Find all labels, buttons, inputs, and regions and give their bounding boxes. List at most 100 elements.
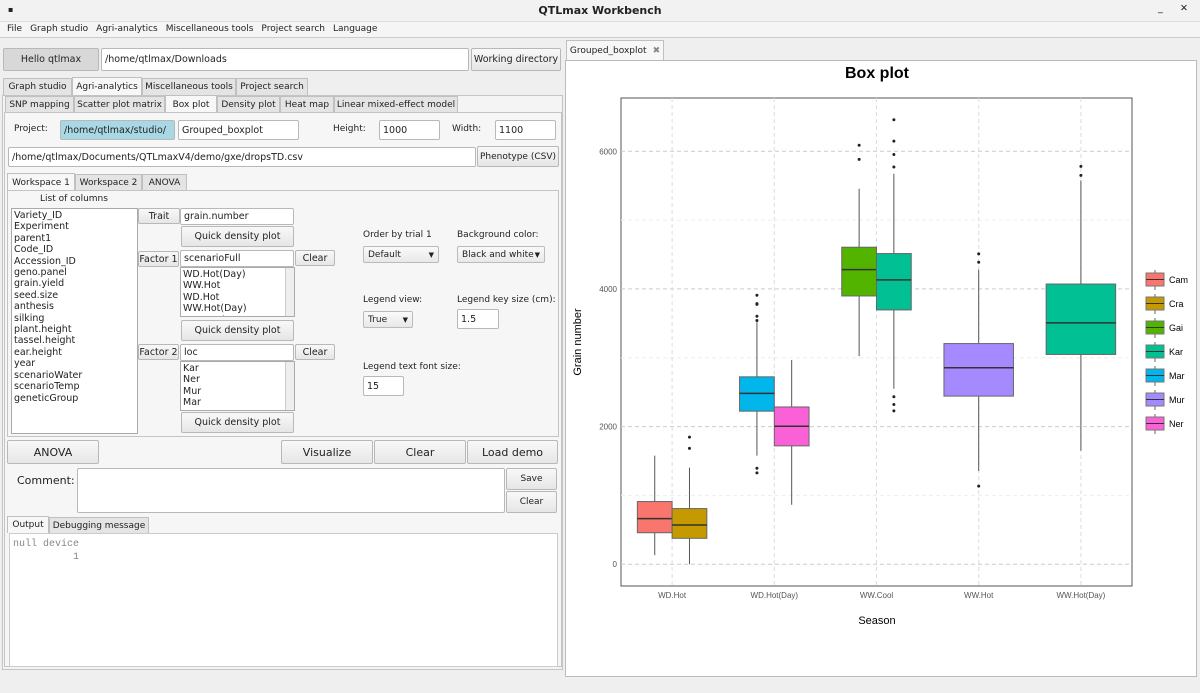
list-item[interactable]: grain.yield bbox=[14, 278, 65, 290]
title-bar: ▪ QTLmax Workbench _ ✕ bbox=[0, 0, 1200, 22]
menu-graph-studio[interactable]: Graph studio bbox=[30, 24, 89, 34]
hello-button[interactable]: Hello qtlmax bbox=[3, 48, 99, 71]
close-icon[interactable]: ✕ bbox=[1180, 3, 1188, 14]
menu-misc-tools[interactable]: Miscellaneous tools bbox=[165, 24, 254, 34]
list-item[interactable]: Ner bbox=[183, 374, 200, 386]
list-item[interactable]: year bbox=[14, 358, 36, 370]
menu-agri-analytics[interactable]: Agri-analytics bbox=[96, 24, 158, 34]
tab-heat-map[interactable]: Heat map bbox=[280, 96, 334, 113]
load-demo-button[interactable]: Load demo bbox=[467, 440, 558, 464]
font-size-field[interactable]: 15 bbox=[363, 376, 404, 396]
tab-density-plot[interactable]: Density plot bbox=[217, 96, 280, 113]
tab-grouped-boxplot[interactable]: Grouped_boxplot ✖ bbox=[566, 40, 664, 61]
bg-color-value: Black and white bbox=[462, 249, 534, 260]
bg-color-label: Background color: bbox=[457, 230, 539, 240]
y-axis-label: Grain number bbox=[572, 308, 584, 376]
scrollbar[interactable] bbox=[285, 362, 294, 410]
menu-file[interactable]: File bbox=[7, 24, 23, 34]
trait-quick-density-button[interactable]: Quick density plot bbox=[181, 226, 294, 247]
list-item[interactable]: Accession_ID bbox=[14, 255, 76, 267]
minimize-icon[interactable]: _ bbox=[1158, 3, 1163, 14]
clear-button[interactable]: Clear bbox=[374, 440, 466, 464]
factor1-clear-button[interactable]: Clear bbox=[295, 250, 335, 266]
list-item[interactable]: Mar bbox=[183, 397, 201, 409]
tab-agri-analytics[interactable]: Agri-analytics bbox=[72, 77, 142, 95]
outlier-point bbox=[755, 293, 759, 297]
tab-output[interactable]: Output bbox=[7, 516, 49, 533]
window-menu-icon[interactable]: ▪ bbox=[8, 5, 14, 14]
list-item[interactable]: geneticGroup bbox=[14, 392, 79, 404]
list-item[interactable]: seed.size bbox=[14, 289, 59, 301]
scrollbar[interactable] bbox=[285, 268, 294, 316]
factor1-button[interactable]: Factor 1 bbox=[138, 251, 179, 267]
comment-textarea[interactable] bbox=[77, 468, 505, 513]
list-item[interactable]: WD.Hot bbox=[183, 291, 220, 303]
comment-clear-button[interactable]: Clear bbox=[506, 491, 557, 513]
project-name-field[interactable]: Grouped_boxplot bbox=[178, 120, 299, 140]
tab-project-search[interactable]: Project search bbox=[236, 78, 308, 95]
order-dropdown[interactable]: Default ▼ bbox=[363, 246, 439, 263]
menu-project-search[interactable]: Project search bbox=[261, 24, 325, 34]
list-item[interactable]: Kar bbox=[183, 363, 199, 374]
factor1-levels-list[interactable]: WD.Hot(Day)WW.HotWD.HotWW.Hot(Day)WW.Coo… bbox=[180, 267, 295, 317]
download-path-field[interactable]: /home/qtlmax/Downloads bbox=[101, 48, 469, 71]
list-item[interactable]: WD.Hot(Day) bbox=[183, 269, 246, 280]
factor2-levels-list[interactable]: Kar Ner Mur Mar bbox=[180, 361, 295, 411]
factor1-quick-density-button[interactable]: Quick density plot bbox=[181, 320, 294, 341]
tab-misc-tools[interactable]: Miscellaneous tools bbox=[142, 78, 236, 95]
comment-save-button[interactable]: Save bbox=[506, 468, 557, 490]
list-item[interactable]: scenarioWater bbox=[14, 369, 83, 381]
bg-color-dropdown[interactable]: Black and white ▼ bbox=[457, 246, 545, 263]
csv-path-field[interactable]: /home/qtlmax/Documents/QTLmaxV4/demo/gxe… bbox=[8, 147, 476, 167]
output-console[interactable]: null device 1 bbox=[9, 533, 558, 667]
list-item[interactable]: geno.panel bbox=[14, 267, 67, 279]
list-item[interactable]: WW.Hot bbox=[183, 280, 221, 292]
outlier-point bbox=[687, 446, 691, 450]
list-item[interactable]: silking bbox=[14, 312, 45, 324]
list-item[interactable]: anthesis bbox=[14, 301, 54, 313]
legend-view-dropdown[interactable]: True ▼ bbox=[363, 311, 413, 328]
list-item[interactable]: plant.height bbox=[14, 324, 72, 336]
list-item[interactable]: Code_ID bbox=[14, 244, 54, 256]
list-item[interactable]: scenarioTemp bbox=[14, 381, 80, 393]
trait-button[interactable]: Trait bbox=[138, 208, 180, 224]
list-item[interactable]: ear.height bbox=[14, 346, 63, 358]
factor1-field[interactable]: scenarioFull bbox=[180, 250, 294, 267]
list-item[interactable]: Variety_ID bbox=[14, 210, 63, 221]
tab-snp-mapping[interactable]: SNP mapping bbox=[5, 96, 74, 113]
window-title: QTLmax Workbench bbox=[538, 4, 662, 17]
list-item[interactable]: Mur bbox=[183, 385, 202, 397]
project-dir-field[interactable]: /home/qtlmax/studio/ bbox=[60, 120, 175, 140]
tab-debugging-message[interactable]: Debugging message bbox=[49, 517, 149, 533]
factor2-quick-density-button[interactable]: Quick density plot bbox=[181, 412, 294, 433]
tab-anova[interactable]: ANOVA bbox=[142, 174, 187, 191]
visualize-button[interactable]: Visualize bbox=[281, 440, 373, 464]
tab-scatter-plot-matrix[interactable]: Scatter plot matrix bbox=[74, 96, 165, 113]
tab-graph-studio[interactable]: Graph studio bbox=[3, 78, 72, 95]
list-item[interactable]: WW.Cool bbox=[183, 315, 292, 316]
factor2-button[interactable]: Factor 2 bbox=[138, 344, 179, 360]
menu-language[interactable]: Language bbox=[332, 24, 378, 34]
anova-button[interactable]: ANOVA bbox=[7, 440, 99, 464]
factor2-field[interactable]: loc bbox=[180, 344, 294, 361]
list-item[interactable]: parent1 bbox=[14, 232, 52, 244]
tab-workspace-1[interactable]: Workspace 1 bbox=[7, 173, 75, 191]
legend-label: Cam bbox=[1169, 275, 1188, 285]
legend-label: Kar bbox=[1169, 347, 1183, 357]
list-item[interactable]: Experiment bbox=[14, 221, 69, 233]
tab-box-plot[interactable]: Box plot bbox=[165, 95, 217, 113]
height-field[interactable]: 1000 bbox=[379, 120, 440, 140]
list-item[interactable]: WW.Hot(Day) bbox=[183, 303, 247, 315]
tab-linear-mixed-model[interactable]: Linear mixed-effect model bbox=[334, 96, 458, 113]
phenotype-csv-button[interactable]: Phenotype (CSV) bbox=[477, 146, 559, 167]
width-field[interactable]: 1100 bbox=[495, 120, 556, 140]
trait-field[interactable]: grain.number bbox=[180, 208, 294, 225]
list-item[interactable]: tassel.height bbox=[14, 335, 76, 347]
factor2-clear-button[interactable]: Clear bbox=[295, 344, 335, 360]
columns-list[interactable]: Variety_ID Experiment parent1 Code_ID Access… bbox=[11, 208, 138, 434]
box-kar bbox=[1045, 283, 1117, 355]
tab-workspace-2[interactable]: Workspace 2 bbox=[75, 174, 142, 191]
close-tab-icon[interactable]: ✖ bbox=[652, 46, 661, 56]
working-directory-button[interactable]: Working directory bbox=[471, 48, 561, 71]
key-size-field[interactable]: 1.5 bbox=[457, 309, 499, 329]
